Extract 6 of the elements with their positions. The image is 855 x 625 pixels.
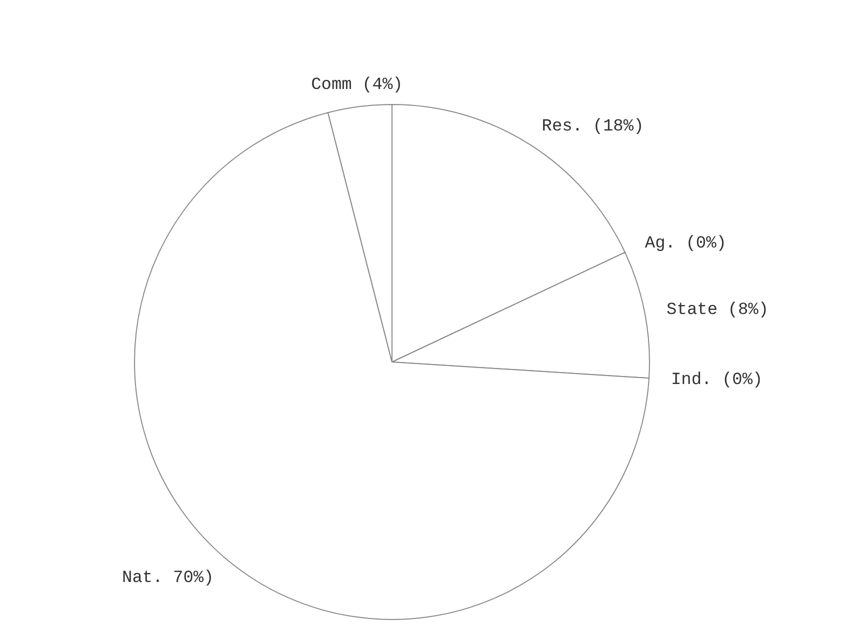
slice-label: State (8%) (666, 301, 769, 320)
slice-label: Res. (18%) (542, 118, 644, 137)
slice-label: Comm (4%) (311, 76, 403, 96)
category-label: Ag. (0%) (644, 234, 727, 254)
slice-label: Nat. 70%) (122, 568, 214, 588)
category-label: Ind. (0%) (670, 371, 763, 390)
